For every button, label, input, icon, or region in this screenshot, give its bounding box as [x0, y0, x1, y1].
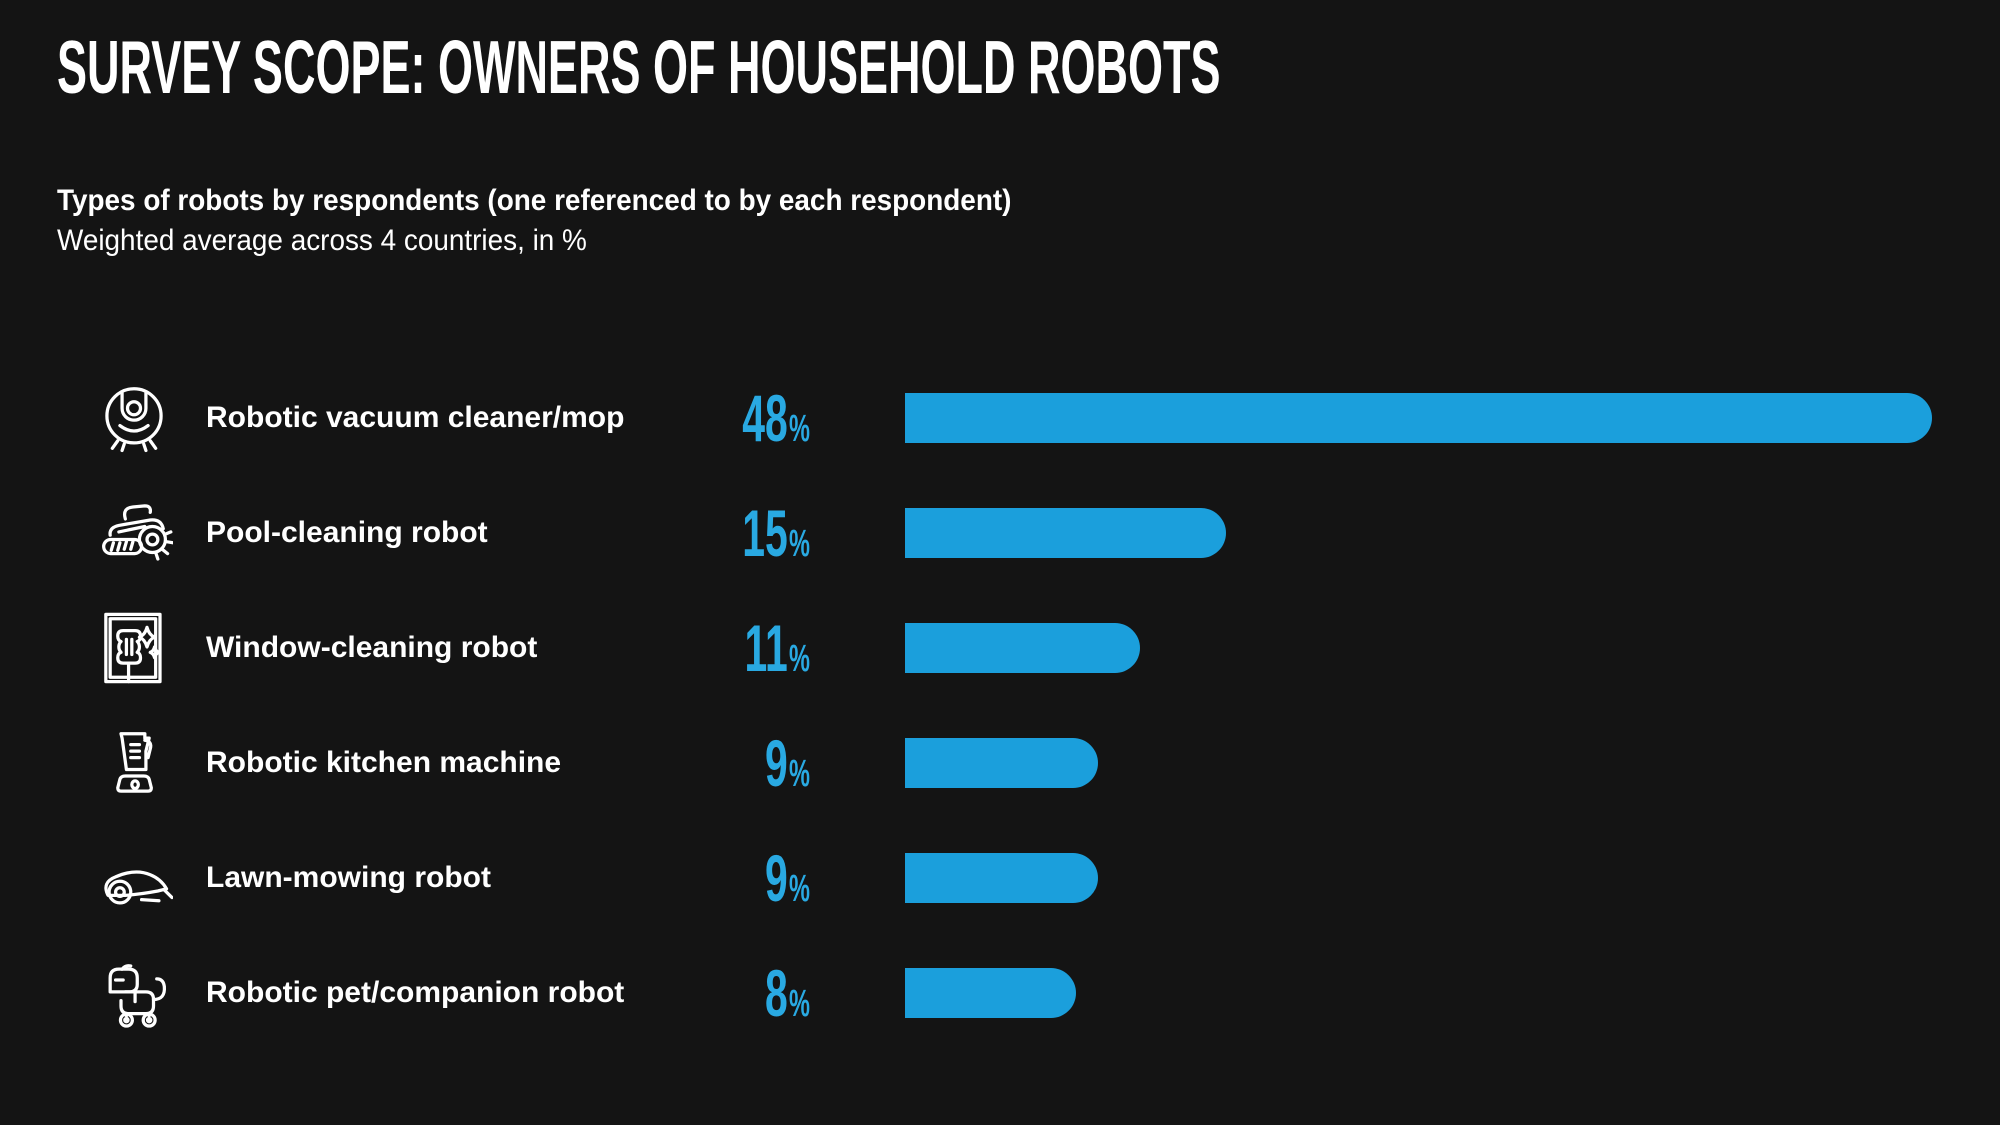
value-number: 8 [765, 955, 788, 1030]
category-label: Robotic vacuum cleaner/mop [206, 400, 625, 434]
bar [905, 967, 1076, 1018]
value-number: 11 [744, 610, 788, 685]
value-number: 48 [742, 380, 788, 455]
chart-row: Robotic kitchen machine 9% [0, 705, 2000, 820]
bar-chart: Robotic vacuum cleaner/mop 48% Pool-cleani… [0, 360, 2000, 1050]
window-robot-icon [92, 606, 176, 690]
category-label: Pool-cleaning robot [206, 515, 488, 549]
value-number: 9 [765, 840, 788, 915]
value-label: 8% [684, 960, 810, 1026]
bar [905, 507, 1226, 558]
chart-title: Types of robots by respondents (one refe… [57, 184, 1012, 217]
bar [905, 392, 1932, 443]
bar-track [905, 622, 1140, 673]
lawn-mower-icon [92, 836, 176, 920]
category-label: Robotic kitchen machine [206, 745, 562, 779]
value-label: 15% [684, 500, 810, 566]
bar-track [905, 507, 1226, 558]
robot-vacuum-icon [92, 376, 176, 460]
bar [905, 622, 1140, 673]
bar-track [905, 967, 1076, 1018]
percent-sign: % [789, 982, 810, 1025]
bar [905, 852, 1098, 903]
percent-sign: % [789, 752, 810, 795]
percent-sign: % [789, 522, 810, 565]
category-label: Lawn-mowing robot [206, 860, 491, 894]
chart-subtitle: Weighted average across 4 countries, in … [57, 224, 587, 257]
bar-track [905, 737, 1098, 788]
value-label: 11% [684, 615, 810, 681]
value-label: 9% [684, 730, 810, 796]
page-title: SURVEY SCOPE: OWNERS OF HOUSEHOLD ROBOTS [57, 30, 1996, 105]
category-label: Robotic pet/companion robot [206, 975, 625, 1009]
percent-sign: % [789, 867, 810, 910]
percent-sign: % [789, 637, 810, 680]
chart-header: Types of robots by respondents (one refe… [57, 181, 1083, 261]
robot-dog-icon [92, 951, 176, 1035]
bar-track [905, 392, 1932, 443]
percent-sign: % [789, 407, 810, 450]
bar [905, 737, 1098, 788]
kitchen-machine-icon [92, 721, 176, 805]
value-label: 9% [684, 845, 810, 911]
pool-robot-icon [92, 491, 176, 575]
page-title-text: SURVEY SCOPE: OWNERS OF HOUSEHOLD ROBOTS [57, 25, 1221, 109]
chart-row: Pool-cleaning robot 15% [0, 475, 2000, 590]
category-label: Window-cleaning robot [206, 630, 538, 664]
chart-row: Lawn-mowing robot 9% [0, 820, 2000, 935]
value-number: 15 [742, 495, 788, 570]
bar-track [905, 852, 1098, 903]
value-number: 9 [765, 725, 788, 800]
chart-row: Robotic vacuum cleaner/mop 48% [0, 360, 2000, 475]
chart-row: Window-cleaning robot 11% [0, 590, 2000, 705]
value-label: 48% [684, 385, 810, 451]
chart-row: Robotic pet/companion robot 8% [0, 935, 2000, 1050]
